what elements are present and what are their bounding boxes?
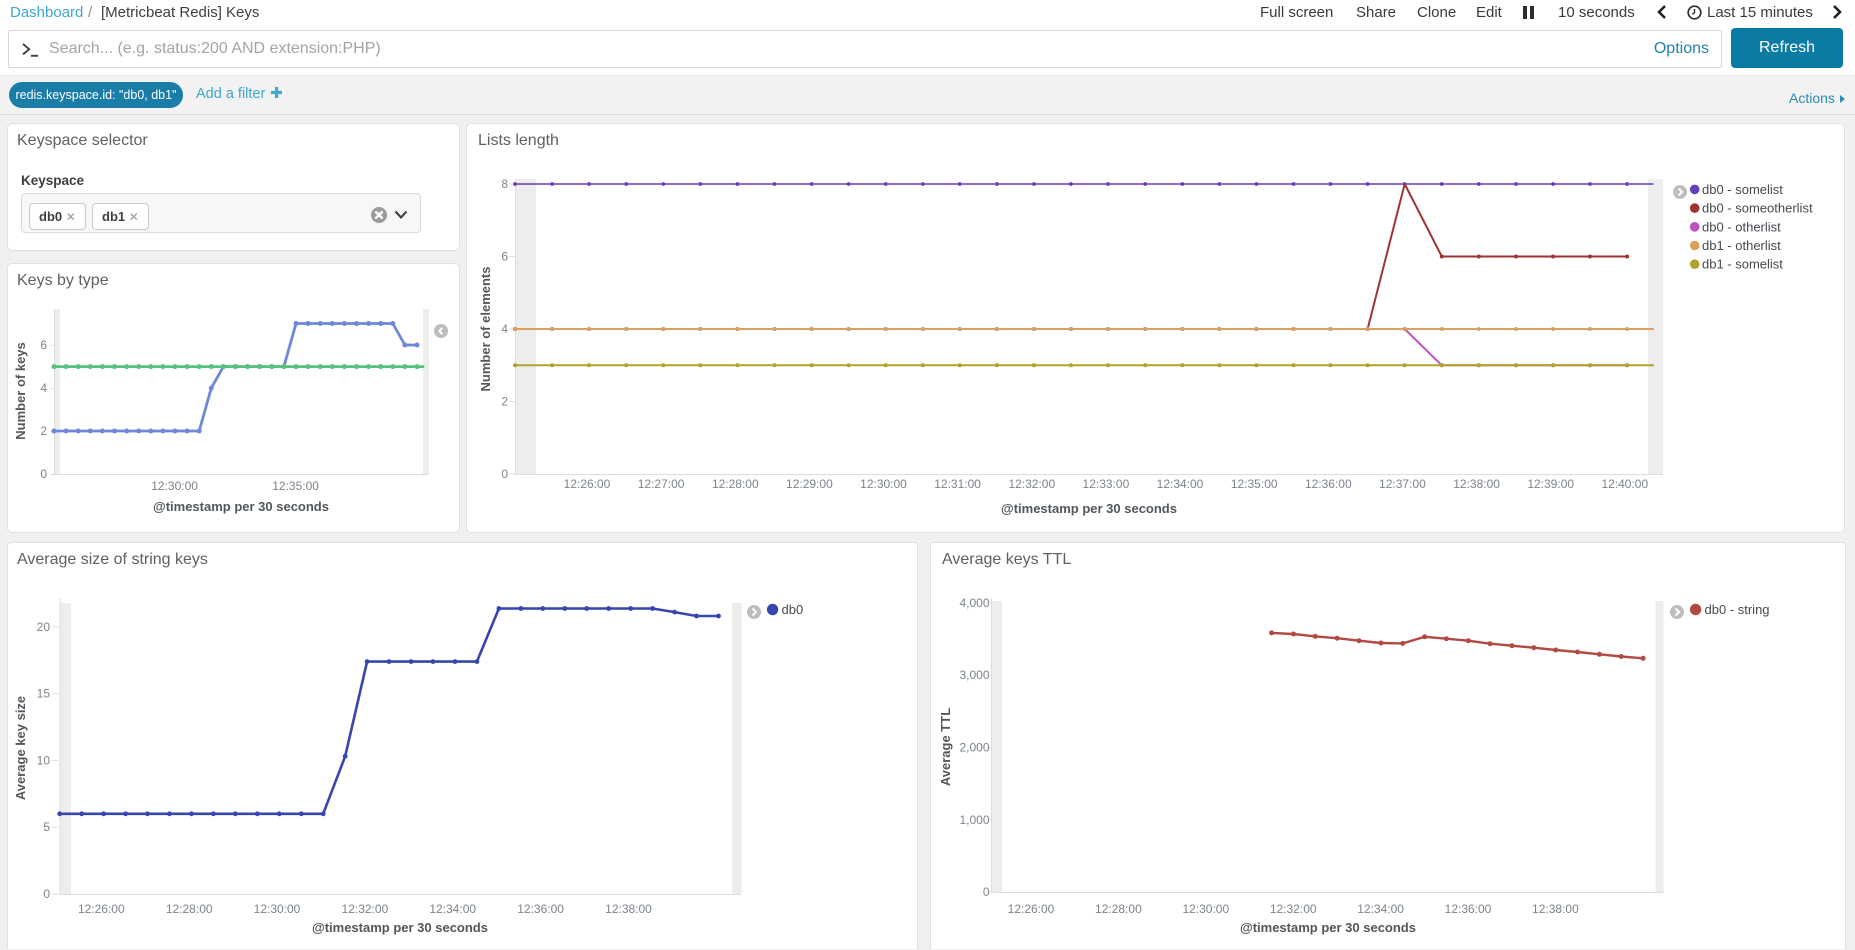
svg-text:12:35:00: 12:35:00 [1231, 477, 1278, 491]
svg-text:12:38:00: 12:38:00 [1532, 902, 1579, 916]
svg-text:12:30:00: 12:30:00 [1182, 902, 1229, 916]
svg-text:db0 - someotherlist: db0 - someotherlist [1702, 201, 1813, 216]
svg-text:12:38:00: 12:38:00 [605, 902, 652, 916]
svg-text:12:40:00: 12:40:00 [1601, 477, 1648, 491]
svg-text:6: 6 [40, 338, 47, 352]
svg-text:12:32:00: 12:32:00 [1008, 477, 1055, 491]
svg-text:12:38:00: 12:38:00 [1453, 477, 1500, 491]
svg-text:12:34:00: 12:34:00 [1357, 902, 1404, 916]
svg-text:12:27:00: 12:27:00 [638, 477, 685, 491]
svg-text:4: 4 [501, 322, 508, 336]
svg-text:12:39:00: 12:39:00 [1527, 477, 1574, 491]
svg-text:12:28:00: 12:28:00 [1095, 902, 1142, 916]
svg-text:12:26:00: 12:26:00 [1008, 902, 1055, 916]
svg-text:12:36:00: 12:36:00 [517, 902, 564, 916]
svg-text:1,000: 1,000 [959, 813, 989, 827]
svg-text:4: 4 [40, 381, 47, 395]
svg-text:0: 0 [40, 467, 47, 481]
svg-text:12:32:00: 12:32:00 [1270, 902, 1317, 916]
svg-text:0: 0 [43, 887, 50, 901]
svg-text:Average TTL: Average TTL [938, 708, 953, 786]
svg-text:12:28:00: 12:28:00 [712, 477, 759, 491]
svg-text:8: 8 [501, 177, 508, 191]
svg-text:12:28:00: 12:28:00 [166, 902, 213, 916]
svg-text:2,000: 2,000 [959, 741, 989, 755]
svg-text:db0: db0 [782, 602, 804, 617]
svg-text:Number of elements: Number of elements [478, 267, 493, 392]
svg-text:12:30:00: 12:30:00 [151, 479, 198, 493]
svg-text:db0 - string: db0 - string [1705, 602, 1770, 617]
svg-text:12:30:00: 12:30:00 [860, 477, 907, 491]
svg-text:12:33:00: 12:33:00 [1083, 477, 1130, 491]
svg-text:@timestamp per 30 seconds: @timestamp per 30 seconds [1240, 920, 1416, 935]
svg-text:12:35:00: 12:35:00 [272, 479, 319, 493]
svg-text:12:30:00: 12:30:00 [254, 902, 301, 916]
svg-text:db1 - otherlist: db1 - otherlist [1702, 238, 1781, 253]
svg-text:20: 20 [37, 620, 51, 634]
svg-text:@timestamp per 30 seconds: @timestamp per 30 seconds [1001, 501, 1177, 516]
svg-text:Number of keys: Number of keys [13, 342, 28, 440]
svg-text:12:34:00: 12:34:00 [429, 902, 476, 916]
svg-text:15: 15 [37, 687, 51, 701]
svg-text:6: 6 [501, 250, 508, 264]
svg-text:12:31:00: 12:31:00 [934, 477, 981, 491]
svg-text:3,000: 3,000 [959, 668, 989, 682]
svg-text:db0 - somelist: db0 - somelist [1702, 182, 1783, 197]
svg-text:12:26:00: 12:26:00 [564, 477, 611, 491]
svg-text:12:36:00: 12:36:00 [1305, 477, 1352, 491]
svg-text:12:34:00: 12:34:00 [1157, 477, 1204, 491]
svg-text:@timestamp per 30 seconds: @timestamp per 30 seconds [153, 499, 329, 514]
svg-text:Average key size: Average key size [13, 696, 28, 800]
svg-text:2: 2 [40, 424, 47, 438]
svg-text:12:29:00: 12:29:00 [786, 477, 833, 491]
svg-text:12:26:00: 12:26:00 [78, 902, 125, 916]
svg-text:0: 0 [501, 467, 508, 481]
svg-text:2: 2 [501, 395, 508, 409]
svg-text:db0 - otherlist: db0 - otherlist [1702, 219, 1781, 234]
svg-text:10: 10 [37, 753, 51, 767]
svg-text:12:32:00: 12:32:00 [342, 902, 389, 916]
svg-text:12:36:00: 12:36:00 [1445, 902, 1492, 916]
svg-text:5: 5 [43, 820, 50, 834]
svg-text:4,000: 4,000 [959, 596, 989, 610]
svg-text:12:37:00: 12:37:00 [1379, 477, 1426, 491]
svg-text:0: 0 [983, 885, 990, 899]
svg-text:@timestamp per 30 seconds: @timestamp per 30 seconds [312, 920, 488, 935]
svg-text:db1 - somelist: db1 - somelist [1702, 257, 1783, 272]
